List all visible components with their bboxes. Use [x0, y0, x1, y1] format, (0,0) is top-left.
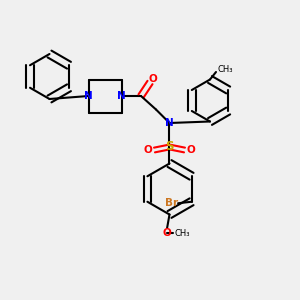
Text: O: O [187, 145, 196, 155]
Text: N: N [117, 91, 126, 101]
Text: Br: Br [165, 198, 178, 208]
Text: N: N [84, 91, 93, 101]
Text: S: S [165, 140, 174, 154]
Text: N: N [165, 118, 174, 128]
Text: O: O [163, 228, 172, 239]
Text: CH₃: CH₃ [218, 65, 233, 74]
Text: CH₃: CH₃ [175, 229, 190, 238]
Text: O: O [148, 74, 158, 84]
Text: O: O [143, 145, 152, 155]
